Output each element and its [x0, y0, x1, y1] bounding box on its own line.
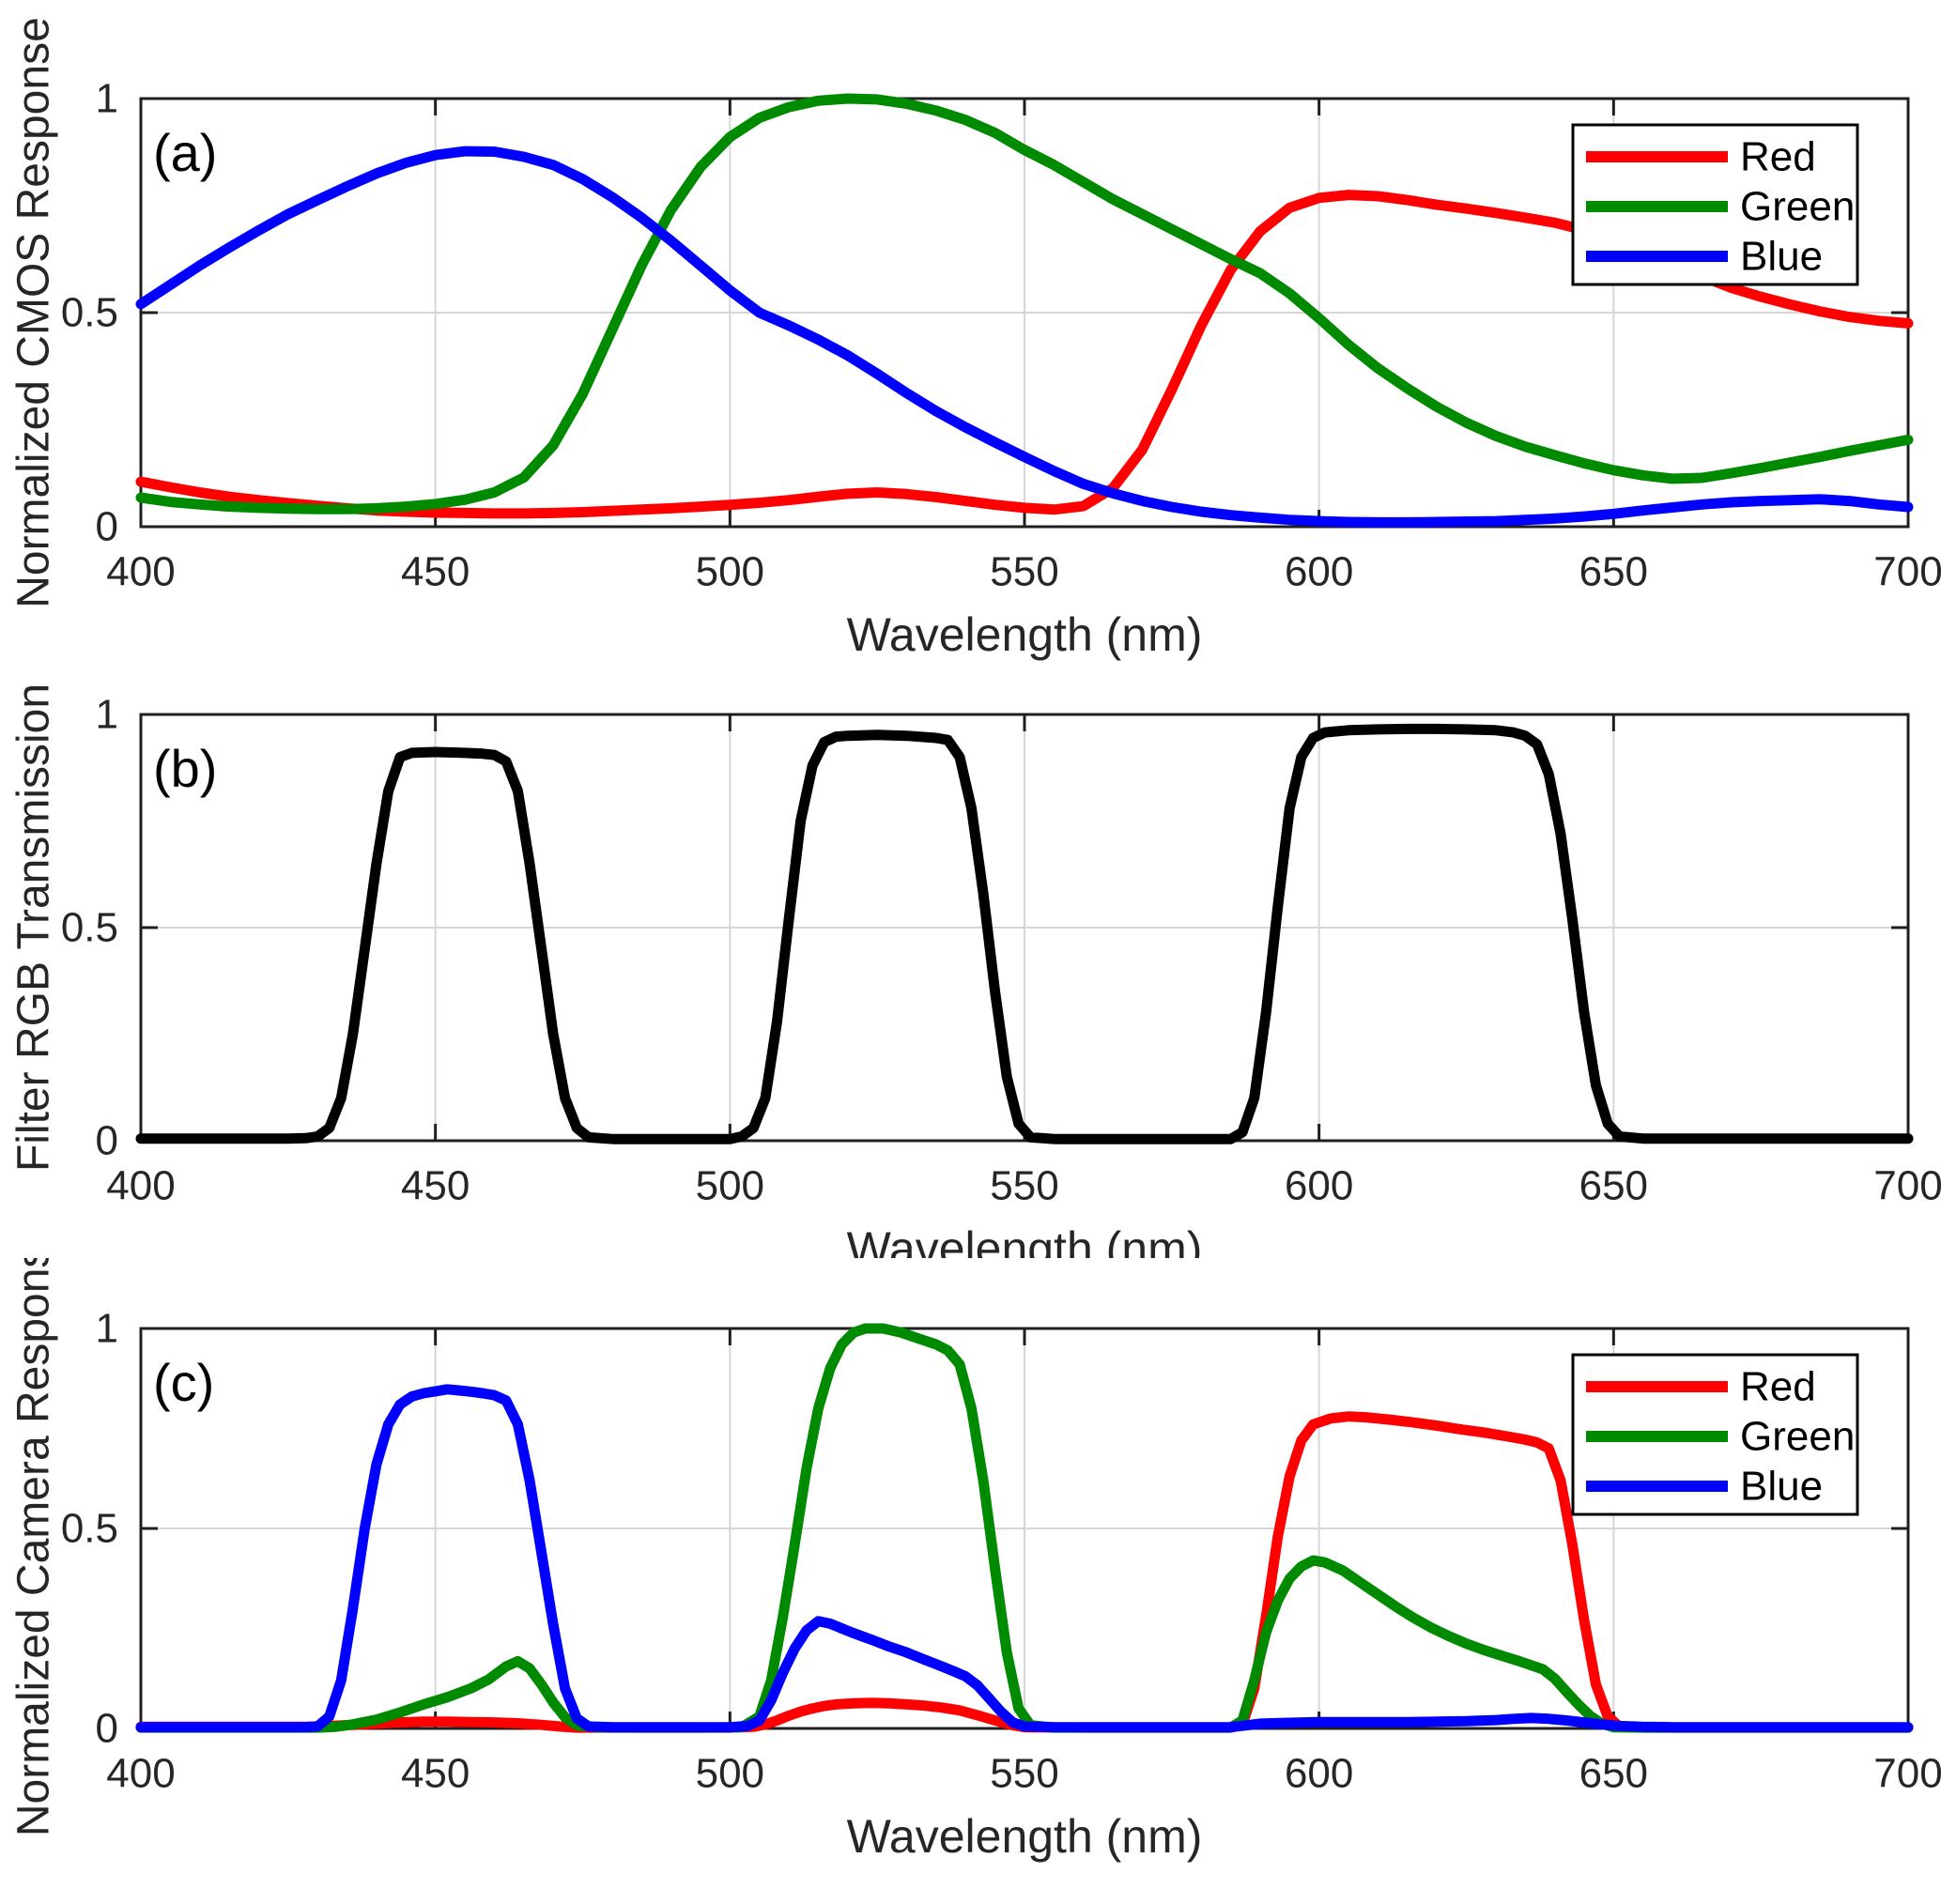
x-tick-label: 450: [401, 549, 470, 595]
x-tick-label: 400: [106, 549, 175, 595]
x-tick-label: 500: [696, 549, 764, 595]
x-tick-label: 650: [1579, 549, 1648, 595]
x-axis-label: Wavelength (nm): [847, 1810, 1203, 1863]
x-tick-label: 700: [1873, 1751, 1941, 1797]
y-tick-label: 0.5: [61, 905, 118, 951]
y-axis-label: Normalized Camera Response: [9, 1258, 59, 1836]
legend-label-green: Green: [1740, 1414, 1855, 1460]
x-tick-label: 650: [1579, 1163, 1648, 1209]
x-tick-label: 700: [1873, 549, 1941, 595]
panel-letter-b: (b): [153, 739, 217, 798]
y-tick-label: 0: [96, 504, 118, 550]
y-axis-label: Normalized CMOS Response: [9, 17, 59, 608]
curve-filter: [135, 723, 1914, 1144]
legend-label-green: Green: [1740, 184, 1855, 230]
y-axis-label: Filter RGB Transmission: [9, 683, 59, 1172]
y-tick-label: 0: [96, 1118, 118, 1164]
curve-blue: [135, 1384, 1914, 1733]
y-tick-label: 1: [96, 1306, 118, 1352]
x-axis-label: Wavelength (nm): [847, 1222, 1203, 1258]
x-tick-label: 600: [1285, 549, 1353, 595]
x-tick-label: 550: [990, 1163, 1058, 1209]
x-tick-label: 600: [1285, 1751, 1353, 1797]
y-tick-label: 1: [96, 76, 118, 122]
x-tick-label: 450: [401, 1751, 470, 1797]
x-axis-label: Wavelength (nm): [847, 608, 1203, 661]
legend-label-red: Red: [1740, 1364, 1816, 1410]
x-tick-label: 400: [106, 1163, 175, 1209]
x-tick-label: 500: [696, 1163, 764, 1209]
panel-a-chart: 400 450 500 550 600 650 700 0 0.5 1 Wavelength (nm…: [9, 17, 1941, 661]
x-tick-label: 700: [1873, 1163, 1941, 1209]
legend-label-red: Red: [1740, 134, 1816, 180]
x-tick-label: 400: [106, 1751, 175, 1797]
x-tick-label: 550: [990, 549, 1058, 595]
panel-letter-a: (a): [153, 123, 217, 182]
panel-c-chart: 400 450 500 550 600 650 700 0 0.5 1 Wavelength (nm…: [9, 1258, 1941, 1863]
panel-b-chart: 400 450 500 550 600 650 700 0 0.5 1 Wavelength (nm…: [9, 683, 1941, 1258]
panel-letter-c: (c): [153, 1353, 214, 1412]
y-tick-label: 0.5: [61, 290, 118, 336]
x-tick-label: 550: [990, 1751, 1058, 1797]
curve-green: [135, 1323, 1914, 1733]
legend-label-blue: Blue: [1740, 234, 1823, 280]
y-tick-label: 1: [96, 692, 118, 738]
curve-red: [135, 1411, 1914, 1733]
curve-blue: [135, 146, 1914, 528]
x-tick-label: 450: [401, 1163, 470, 1209]
y-tick-label: 0.5: [61, 1506, 118, 1552]
curve-green: [135, 93, 1914, 514]
y-tick-label: 0: [96, 1706, 118, 1752]
x-tick-label: 600: [1285, 1163, 1353, 1209]
x-tick-label: 650: [1579, 1751, 1648, 1797]
x-tick-label: 500: [696, 1751, 764, 1797]
legend-label-blue: Blue: [1740, 1464, 1823, 1510]
